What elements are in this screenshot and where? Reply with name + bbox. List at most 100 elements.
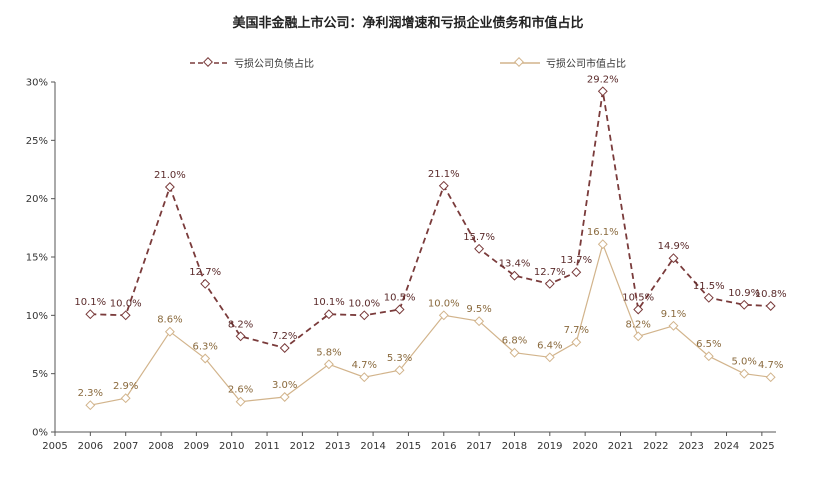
data-point-debt bbox=[85, 309, 96, 320]
y-tick-label: 10% bbox=[26, 311, 48, 322]
data-point-debt bbox=[703, 292, 714, 303]
y-tick-label: 30% bbox=[26, 78, 48, 89]
data-label-debt: 7.2% bbox=[272, 331, 297, 342]
data-label-debt: 10.0% bbox=[348, 298, 380, 309]
x-tick-label: 2009 bbox=[184, 441, 209, 452]
data-label-mktcap: 10.0% bbox=[428, 298, 460, 309]
x-tick-label: 2018 bbox=[502, 441, 527, 452]
data-point-mktcap bbox=[571, 337, 582, 348]
legend: 亏损公司负债占比 亏损公司市值占比 bbox=[190, 57, 626, 70]
data-point-mktcap bbox=[509, 347, 520, 358]
data-point-debt bbox=[200, 278, 211, 289]
x-tick-label: 2005 bbox=[42, 441, 67, 452]
data-label-mktcap: 16.1% bbox=[587, 227, 619, 238]
x-tick-label: 2015 bbox=[396, 441, 421, 452]
x-tick-label: 2006 bbox=[78, 441, 103, 452]
data-label-mktcap: 6.5% bbox=[696, 339, 721, 350]
data-point-mktcap bbox=[120, 393, 131, 404]
data-point-debt bbox=[765, 301, 776, 311]
data-point-debt bbox=[438, 180, 449, 191]
data-label-mktcap: 3.0% bbox=[272, 380, 297, 391]
data-label-debt: 21.1% bbox=[428, 169, 460, 180]
axes: 0% 5% 10% 15% 20% 25% 30% 2005 2006 2007 2008 2009 2… bbox=[26, 78, 776, 452]
data-label-mktcap: 5.0% bbox=[731, 357, 756, 368]
y-tick-label: 20% bbox=[26, 194, 48, 205]
x-tick-label: 2021 bbox=[608, 441, 633, 452]
data-point-mktcap bbox=[359, 372, 370, 383]
x-tick-label: 2007 bbox=[113, 441, 138, 452]
data-point-mktcap bbox=[474, 316, 485, 327]
data-label-debt: 10.0% bbox=[110, 298, 142, 309]
data-label-debt: 14.9% bbox=[658, 241, 690, 252]
series-layer bbox=[85, 86, 776, 411]
data-label-debt: 10.5% bbox=[622, 293, 654, 304]
data-point-mktcap bbox=[765, 372, 776, 383]
series-line-debt bbox=[90, 91, 771, 349]
x-tick-label: 2014 bbox=[360, 441, 385, 452]
data-label-debt: 10.9% bbox=[728, 288, 760, 299]
data-label-mktcap: 6.4% bbox=[537, 340, 562, 351]
data-point-mktcap bbox=[544, 352, 555, 363]
data-label-debt: 11.5% bbox=[693, 281, 725, 292]
data-point-mktcap bbox=[739, 368, 750, 379]
y-tick-label: 0% bbox=[32, 428, 48, 439]
data-label-debt: 10.8% bbox=[755, 289, 787, 300]
data-label-mktcap: 2.9% bbox=[113, 381, 138, 392]
data-label-debt: 10.1% bbox=[313, 297, 345, 308]
data-point-mktcap bbox=[323, 359, 334, 370]
data-point-debt bbox=[668, 253, 679, 264]
x-tick-label: 2017 bbox=[466, 441, 491, 452]
data-point-debt bbox=[544, 278, 555, 289]
legend-marker-debt bbox=[203, 57, 213, 67]
data-label-mktcap: 8.2% bbox=[625, 319, 650, 330]
x-tick-label: 2020 bbox=[572, 441, 597, 452]
x-tick-label: 2011 bbox=[254, 441, 279, 452]
data-label-mktcap: 4.7% bbox=[352, 360, 377, 371]
data-point-mktcap bbox=[668, 320, 679, 331]
data-point-debt bbox=[633, 304, 644, 315]
data-label-debt: 13.4% bbox=[499, 259, 531, 270]
data-point-debt bbox=[474, 243, 485, 254]
chart-title: 美国非金融上市公司：净利润增速和亏损企业债务和市值占比 bbox=[232, 15, 583, 31]
data-point-mktcap bbox=[235, 396, 246, 407]
data-label-debt: 8.2% bbox=[228, 319, 253, 330]
x-tick-label: 2016 bbox=[431, 441, 456, 452]
data-point-mktcap bbox=[438, 310, 449, 321]
x-tick-label: 2022 bbox=[643, 441, 668, 452]
legend-label-debt: 亏损公司负债占比 bbox=[234, 57, 314, 70]
data-point-debt bbox=[509, 270, 520, 281]
x-tick-label: 2008 bbox=[148, 441, 173, 452]
data-point-debt bbox=[394, 304, 405, 315]
data-point-debt bbox=[279, 343, 290, 353]
legend-marker-mktcap bbox=[514, 57, 524, 67]
data-point-debt bbox=[235, 331, 246, 342]
data-point-debt bbox=[571, 267, 582, 278]
x-tick-label: 2019 bbox=[537, 441, 562, 452]
data-label-debt: 10.5% bbox=[384, 293, 416, 304]
data-point-mktcap bbox=[597, 239, 608, 250]
data-point-debt bbox=[739, 299, 750, 310]
data-label-mktcap: 6.3% bbox=[192, 342, 217, 353]
data-label-layer: 10.1% 10.0%21.0%12.7%8.2%7.2%10.1% 10.0%10… bbox=[74, 74, 786, 399]
x-tick-label: 2024 bbox=[714, 441, 739, 452]
data-point-debt bbox=[597, 86, 608, 97]
y-tick-label: 5% bbox=[32, 369, 48, 380]
data-label-mktcap: 4.7% bbox=[758, 360, 783, 371]
data-label-debt: 10.1% bbox=[74, 297, 106, 308]
data-label-mktcap: 9.5% bbox=[466, 304, 491, 315]
data-label-mktcap: 9.1% bbox=[661, 309, 686, 320]
x-tick-label: 2025 bbox=[749, 441, 774, 452]
y-tick-label: 15% bbox=[26, 253, 48, 264]
data-label-mktcap: 2.6% bbox=[228, 385, 253, 396]
data-label-debt: 13.7% bbox=[560, 255, 592, 266]
data-label-mktcap: 5.3% bbox=[387, 353, 412, 364]
data-label-mktcap: 8.6% bbox=[157, 315, 182, 326]
x-tick-label: 2012 bbox=[290, 441, 315, 452]
data-label-debt: 12.7% bbox=[534, 267, 566, 278]
x-tick-label: 2013 bbox=[325, 441, 350, 452]
x-tick-label: 2010 bbox=[219, 441, 244, 452]
data-label-debt: 21.0% bbox=[154, 170, 186, 181]
data-point-mktcap bbox=[279, 392, 290, 402]
data-point-mktcap bbox=[394, 365, 405, 376]
